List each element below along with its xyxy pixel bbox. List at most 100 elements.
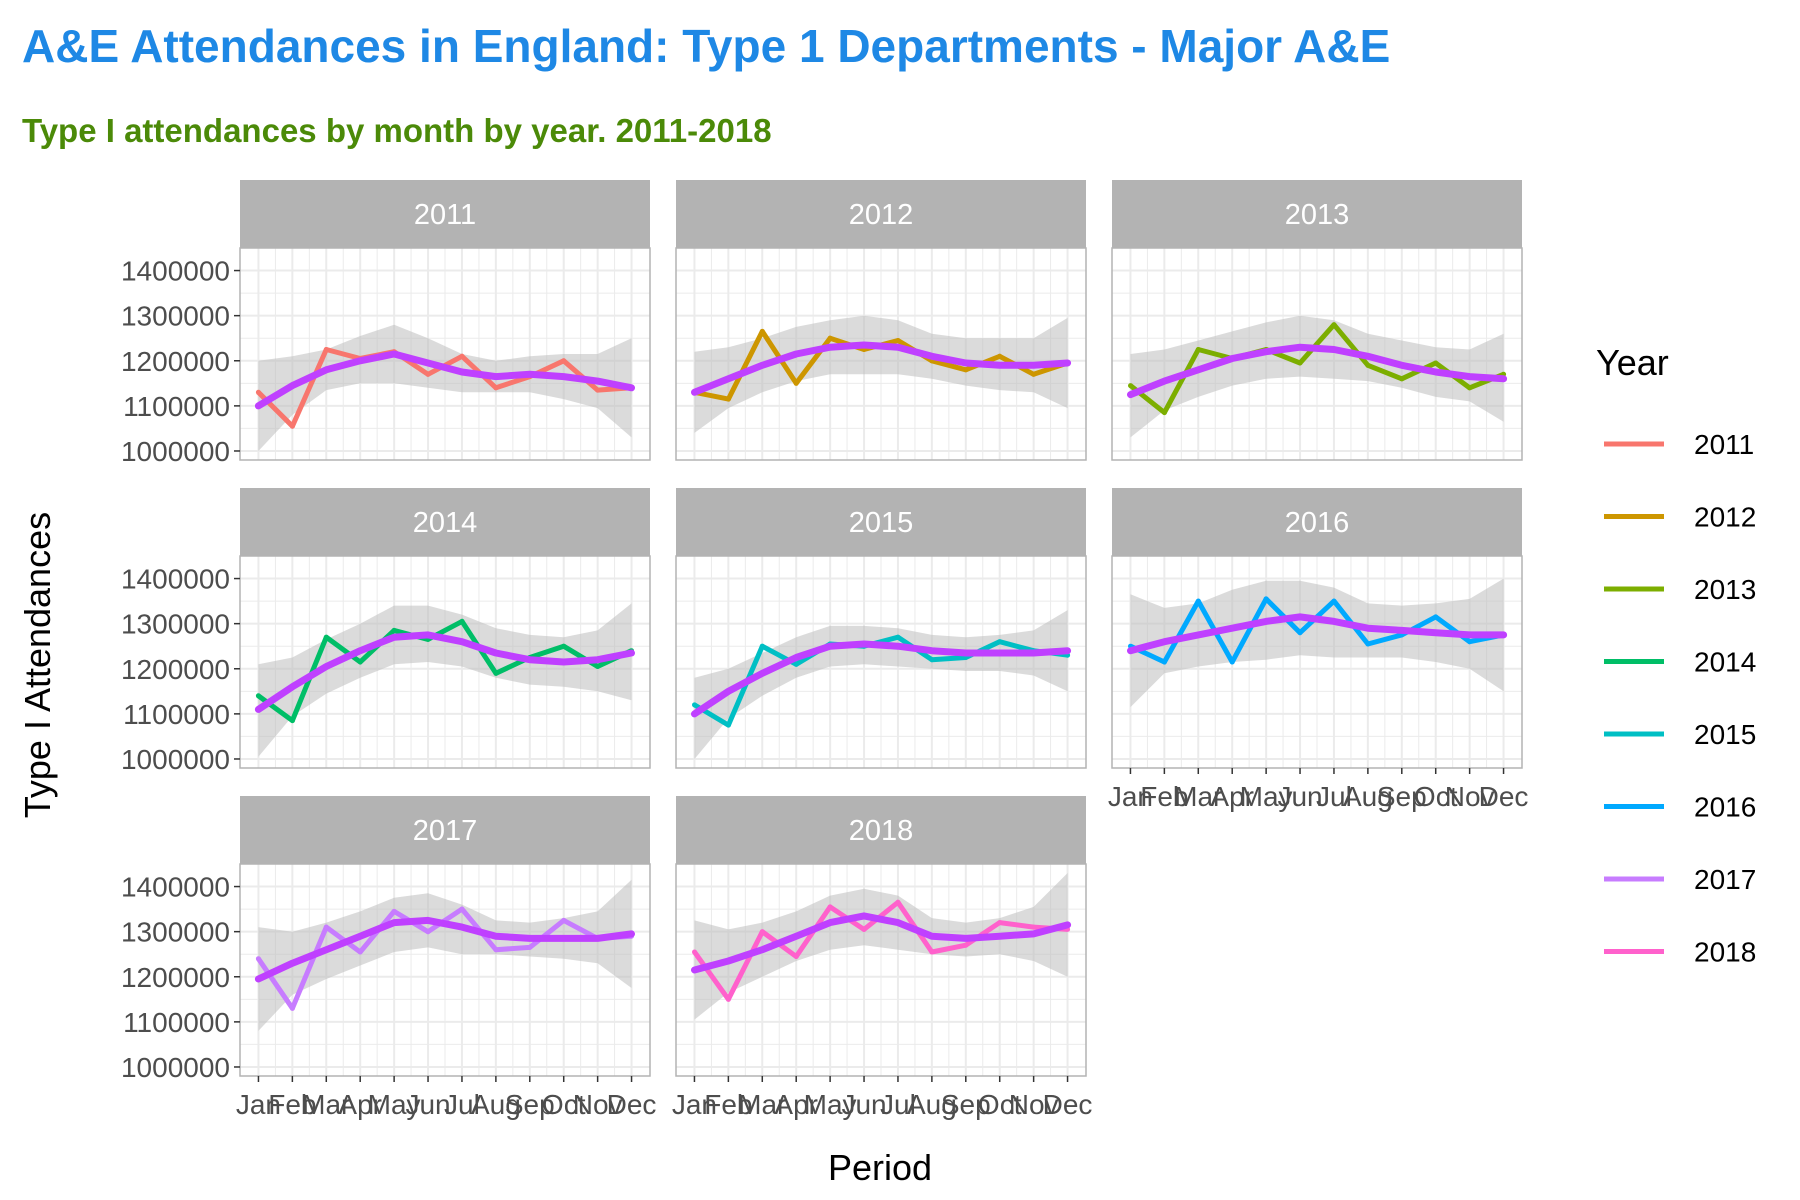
- x-tick-label: Nov: [1009, 1089, 1059, 1120]
- confidence-band: [1130, 315, 1504, 438]
- smooth-trend-line: [1127, 343, 1508, 399]
- confidence-band: [694, 873, 1068, 1020]
- legend-label: 2012: [1694, 502, 1756, 533]
- chart-title: A&E Attendances in England: Type 1 Depar…: [22, 20, 1390, 72]
- data-point: [793, 661, 799, 667]
- data-point: [725, 996, 731, 1002]
- x-tick-label: May: [804, 1089, 857, 1120]
- x-tick-label: Jul: [880, 1089, 916, 1120]
- panel-border: [239, 863, 651, 1077]
- facet-strip: [240, 180, 650, 248]
- y-tick-label: 1400000: [121, 564, 230, 595]
- confidence-band: [1130, 578, 1504, 708]
- panel-border: [239, 247, 651, 461]
- facet-strip-label: 2012: [849, 199, 914, 231]
- smooth-trend-line: [691, 912, 1072, 974]
- x-tick-label: Sep: [1377, 781, 1427, 812]
- x-tick-label: Jun: [841, 1089, 886, 1120]
- smooth-trend-line: [691, 341, 1072, 396]
- data-point: [1467, 639, 1473, 645]
- data-point: [1031, 924, 1037, 930]
- data-point: [929, 657, 935, 663]
- legend-item-2017: 2017: [1604, 864, 1756, 895]
- data-point: [895, 899, 901, 905]
- data-point: [1433, 614, 1439, 620]
- y-tick-label: 1300000: [121, 917, 230, 948]
- data-point: [692, 949, 697, 955]
- facet-panel-2013: 2013: [1111, 180, 1523, 461]
- data-point: [459, 353, 465, 359]
- confidence-band: [694, 610, 1068, 759]
- data-point: [861, 926, 867, 932]
- legend-item-2014: 2014: [1604, 647, 1756, 678]
- x-tick-label: Oct: [978, 1089, 1022, 1120]
- data-point: [1161, 410, 1167, 416]
- legend-label: 2015: [1694, 719, 1756, 750]
- panel-border: [675, 863, 1087, 1077]
- x-tick-label: Jun: [405, 1089, 450, 1120]
- facet-panel-2017: 2017 1000000 1100000 1200000 1300000 1400000 J…: [121, 796, 656, 1120]
- x-tick-label: May: [368, 1089, 421, 1120]
- legend-item-2015: 2015: [1604, 719, 1756, 750]
- legend-item-2012: 2012: [1604, 502, 1756, 533]
- data-point: [1195, 598, 1201, 604]
- data-point: [289, 1005, 295, 1011]
- data-point: [692, 702, 697, 708]
- panel-border: [675, 555, 1087, 769]
- confidence-band: [258, 603, 632, 757]
- x-tick-label: Mar: [1174, 781, 1222, 812]
- facet-strip: [676, 796, 1086, 864]
- x-tick-label: Aug: [907, 1089, 957, 1120]
- x-tick-label: Mar: [302, 1089, 350, 1120]
- data-point: [827, 335, 833, 341]
- data-point: [425, 929, 431, 935]
- panel-border: [239, 555, 651, 769]
- x-tick-label: Nov: [573, 1089, 623, 1120]
- facet-panel-2014: 2014 1000000 1100000 1200000 1300000 1400000: [121, 488, 651, 775]
- legend-title: Year: [1596, 342, 1669, 383]
- x-tick-label: Apr: [774, 1089, 818, 1120]
- x-tick-label: Jan: [236, 1089, 281, 1120]
- data-point: [357, 949, 363, 955]
- data-point: [997, 353, 1003, 359]
- data-point: [793, 954, 799, 959]
- facet-strip: [240, 488, 650, 556]
- data-point: [1467, 385, 1473, 391]
- y-axis-title: Type I Attendances: [17, 512, 58, 818]
- legend-label: 2013: [1694, 574, 1756, 605]
- data-point: [357, 659, 363, 665]
- facet-strip: [676, 488, 1086, 556]
- x-tick-label: Feb: [704, 1089, 752, 1120]
- facet-strip-label: 2014: [413, 507, 478, 539]
- legend-label: 2017: [1694, 864, 1756, 895]
- data-point: [255, 956, 261, 962]
- data-point: [997, 639, 1003, 645]
- data-point: [895, 634, 901, 640]
- data-point: [255, 693, 261, 699]
- x-tick-label: Oct: [1414, 781, 1458, 812]
- facet-strip-label: 2015: [849, 507, 914, 539]
- y-tick-label: 1100000: [123, 1007, 230, 1038]
- facet-panel-2012: 2012: [675, 180, 1087, 461]
- data-point: [827, 904, 833, 910]
- data-point: [725, 722, 731, 728]
- facet-strip: [676, 180, 1086, 248]
- data-point: [561, 917, 567, 923]
- facet-strip-label: 2017: [413, 815, 478, 847]
- legend-label: 2018: [1694, 937, 1756, 968]
- data-point: [1161, 659, 1167, 665]
- data-point: [1297, 360, 1303, 366]
- facet-strip-label: 2018: [849, 815, 914, 847]
- y-tick-label: 1300000: [121, 301, 230, 332]
- x-axis-title: Period: [828, 1147, 932, 1188]
- facet-panels: 2011100000011000001200000130000014000002…: [121, 180, 1528, 1120]
- facet-panel-2011: 2011 1000000 1100000 1200000 1300000 1400000: [121, 180, 651, 467]
- data-point: [1229, 659, 1235, 665]
- x-tick-label: Jan: [1108, 781, 1153, 812]
- y-tick-label: 1000000: [121, 1052, 230, 1083]
- data-point: [1399, 376, 1405, 382]
- legend-item-2013: 2013: [1604, 574, 1756, 605]
- y-tick-label: 1100000: [123, 699, 230, 730]
